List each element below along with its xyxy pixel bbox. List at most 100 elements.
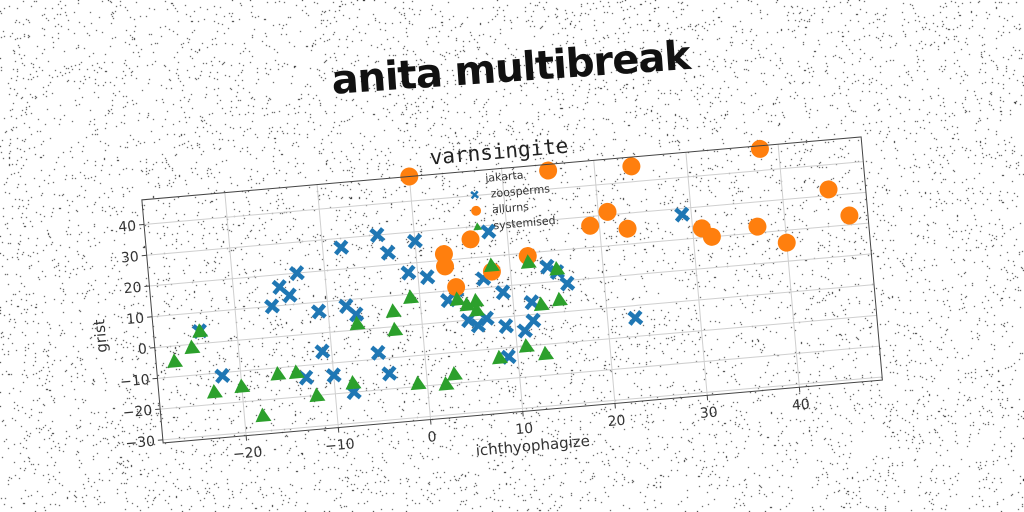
x-grid-line: [500, 168, 524, 412]
triangle-point: [385, 303, 402, 318]
triangle-point: [533, 296, 550, 312]
x-marker-point: [281, 287, 298, 304]
legend-title: jakarta: [484, 169, 524, 185]
y-tick-label: 10: [126, 311, 145, 328]
triangle-point: [492, 349, 508, 365]
triangle-point: [468, 292, 485, 308]
triangle-point: [551, 291, 568, 307]
y-tick-label: −30: [125, 434, 156, 453]
y-tick-label: 30: [120, 249, 139, 266]
circle-point: [702, 227, 721, 246]
triangle-point: [449, 291, 466, 307]
x-marker-point: [325, 367, 342, 384]
y-tick-label: −20: [122, 403, 153, 422]
x-marker-point: [674, 206, 691, 223]
circle-point: [447, 278, 466, 297]
y-tick-label: 20: [123, 280, 142, 297]
x-marker-point: [348, 306, 365, 323]
triangle-point: [255, 407, 272, 423]
x-marker-point: [369, 227, 386, 244]
triangle-point: [538, 345, 555, 361]
triangle-point: [520, 254, 537, 269]
y-grid-line: [162, 376, 883, 441]
triangle-point: [410, 375, 427, 391]
chart-frame: varnsingite −20 −10 0 10 20 30 40−30−20−100102…: [90, 134, 883, 463]
x-marker-point: [627, 309, 644, 326]
x-marker-point: [214, 367, 231, 384]
circle-point: [436, 257, 455, 276]
legend-label: allurns: [492, 200, 530, 216]
x-grid-line: [593, 160, 616, 404]
y-tick-label: 40: [118, 218, 137, 235]
x-marker-point: [495, 284, 511, 301]
x-marker-point: [288, 265, 305, 282]
y-grid-line: [154, 284, 875, 349]
x-marker-point: [400, 264, 417, 281]
circle-point: [598, 202, 617, 221]
circle-point: [777, 233, 796, 252]
x-tick-label: 0: [427, 429, 437, 446]
x-tick-label: −20: [232, 444, 263, 463]
data-marks: [167, 139, 859, 423]
y-grid-line: [146, 191, 867, 256]
x-marker-point: [498, 318, 514, 335]
triangle-point: [446, 366, 463, 381]
circle-point: [622, 157, 641, 176]
x-marker-point: [525, 312, 542, 329]
circle-point: [748, 217, 767, 236]
triangle-point: [518, 338, 535, 353]
circle-point: [539, 161, 558, 180]
triangle-point: [349, 315, 366, 331]
grid-lines: [143, 144, 883, 441]
circle-point: [750, 139, 769, 158]
circle-point: [819, 180, 838, 199]
triangle-point: [403, 289, 420, 304]
triangle-point: [270, 366, 287, 381]
y-axis-label: grist: [90, 318, 111, 353]
legend-marker: [473, 222, 483, 231]
x-tick-label: −10: [324, 436, 355, 455]
triangle-point: [469, 302, 486, 317]
triangle-point: [184, 339, 201, 355]
triangle-point: [387, 321, 404, 337]
triangle-point: [234, 378, 251, 394]
x-tick-label: 10: [515, 421, 534, 438]
x-marker-point: [419, 269, 436, 286]
circle-point: [840, 206, 859, 225]
y-tick-label: −10: [119, 372, 150, 391]
axis-ticks: −20 −10 0 10 20 30 40 −30 −20 −10 0 10 20 30 40: [118, 218, 811, 463]
triangle-point: [483, 257, 500, 273]
x-marker-point: [523, 294, 540, 311]
x-grid-line: [685, 152, 708, 396]
triangle-point: [288, 364, 305, 380]
triangle-point: [345, 374, 362, 390]
legend-marker: [470, 190, 480, 200]
x-grid-line: [224, 192, 247, 436]
x-marker-point: [480, 223, 497, 240]
x-grid-line: [408, 176, 432, 420]
triangle-point: [192, 323, 209, 338]
y-grid-line: [143, 161, 864, 225]
x-marker-point: [370, 344, 387, 361]
x-marker-point: [333, 239, 350, 256]
x-marker-point: [380, 244, 397, 261]
x-grid-line: [316, 184, 339, 428]
x-marker-point: [559, 275, 576, 292]
triangle-point: [438, 376, 455, 391]
circle-point: [581, 216, 600, 235]
x-marker-point: [310, 303, 327, 320]
legend-marker: [471, 205, 482, 216]
triangle-point: [459, 296, 476, 312]
x-marker-point: [314, 343, 331, 360]
legend-label: zoosperms: [490, 182, 551, 200]
x-axis-label: ichthyophagize: [475, 432, 591, 460]
circle-point: [618, 219, 637, 238]
triangle-point: [309, 387, 326, 403]
x-marker-point: [406, 233, 423, 250]
y-grid-line: [160, 345, 880, 410]
x-tick-label: 30: [699, 405, 718, 422]
